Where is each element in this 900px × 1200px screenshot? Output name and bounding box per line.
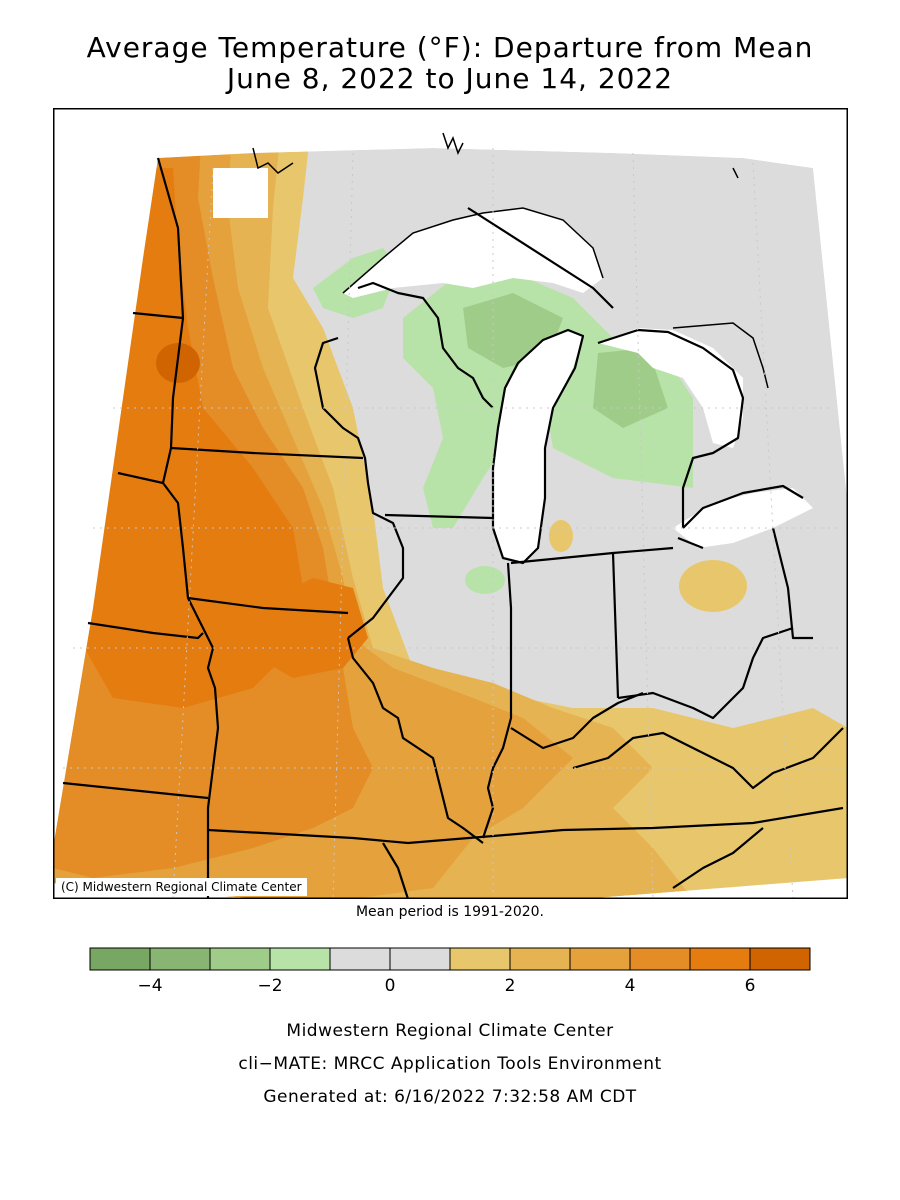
legend-swatch [209,947,271,971]
legend-swatch [689,947,751,971]
legend-swatch [629,947,691,971]
legend-tick-label: 4 [624,976,636,996]
legend-tick-label: −2 [257,976,283,996]
legend-tick-label: 2 [504,976,516,996]
legend-swatch [749,947,811,971]
temperature-departure-map [53,108,848,899]
legend-swatch [269,947,331,971]
legend-swatch [569,947,631,971]
legend-swatch [509,947,571,971]
legend-swatch [329,947,391,971]
legend-tick-label: 6 [744,976,756,996]
legend-tick-label: 0 [384,976,396,996]
legend-tick-label: −4 [137,976,163,996]
footer-tool-name: cli−MATE: MRCC Application Tools Environ… [238,1054,662,1074]
legend-swatch [389,947,451,971]
color-scale-legend [89,947,811,971]
legend-swatch [149,947,211,971]
footer-generated-time: Generated at: 6/16/2022 7:32:58 AM CDT [263,1087,637,1107]
mean-period-note: Mean period is 1991-2020. [355,904,545,920]
footer-organization: Midwestern Regional Climate Center [286,1021,614,1041]
legend-swatch [89,947,151,971]
legend-swatch [449,947,511,971]
map-date-range: June 8, 2022 to June 14, 2022 [226,62,674,95]
map-title: Average Temperature (°F): Departure from… [86,31,814,64]
map-credit: (C) Midwestern Regional Climate Center [56,878,307,896]
